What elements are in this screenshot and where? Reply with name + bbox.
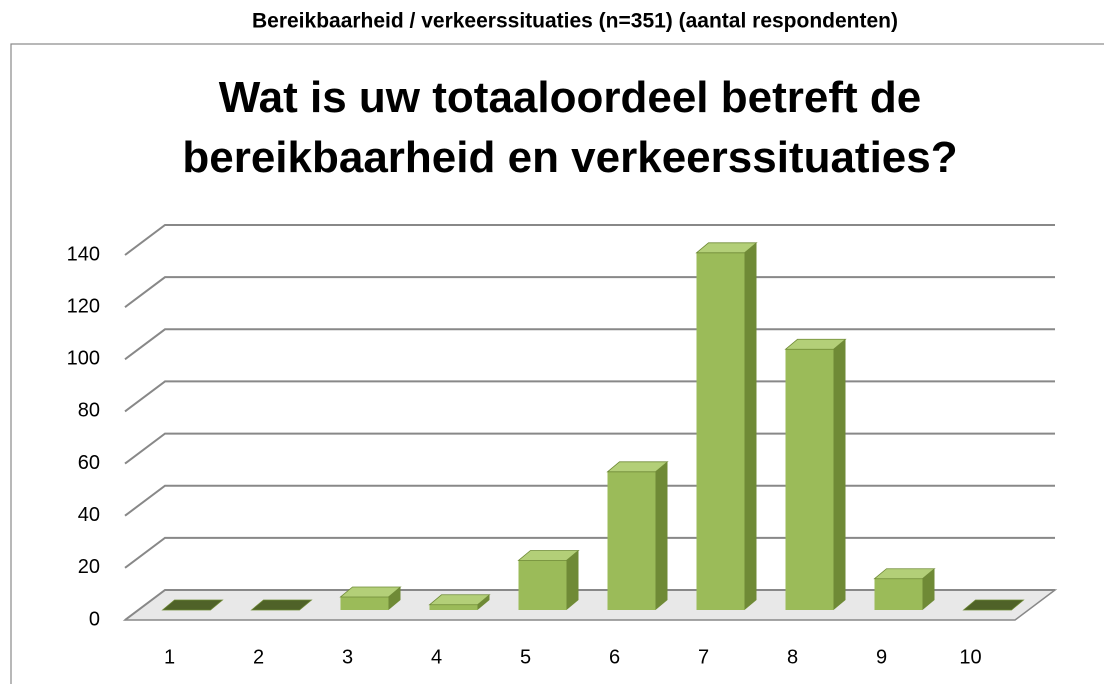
bar-top	[517, 550, 580, 561]
bar	[428, 594, 491, 610]
bar-front	[518, 560, 567, 610]
bar-top	[606, 461, 669, 473]
grid-line	[124, 328, 1055, 361]
bar-side	[388, 586, 401, 610]
grid-line	[124, 276, 1055, 308]
y-tick-label: 60	[78, 452, 100, 474]
bar-front	[340, 596, 389, 610]
grid-line	[124, 380, 1055, 413]
bar	[517, 550, 580, 610]
bar-side	[744, 242, 757, 611]
grid-line	[124, 589, 1055, 621]
bar-front	[429, 604, 478, 610]
x-tick-label: 1	[164, 646, 175, 668]
bar-top	[161, 599, 224, 611]
x-tick-label: 9	[876, 646, 887, 668]
bar-top	[695, 242, 758, 254]
bar-side	[655, 461, 668, 610]
chart-frame	[10, 43, 1104, 689]
chart-title: Wat is uw totaaloordeel betreft de bereik…	[182, 73, 957, 182]
bar	[784, 338, 847, 610]
x-tick-label: 6	[609, 646, 620, 668]
bar	[250, 599, 313, 611]
bar-front	[607, 471, 656, 610]
y-tick-label: 20	[78, 556, 100, 578]
y-tick-label: 140	[67, 243, 100, 265]
grid-line	[124, 484, 1055, 517]
x-tick-label: 4	[431, 646, 442, 668]
y-tick-label: 0	[89, 608, 100, 630]
grid-line	[124, 224, 1055, 256]
bar	[161, 599, 224, 611]
bar-side	[477, 594, 490, 610]
bar-top	[784, 338, 847, 350]
bar-top	[873, 568, 936, 580]
bar	[873, 568, 936, 610]
x-tick-label: 2	[253, 646, 264, 668]
bar-side	[833, 339, 846, 610]
bar-front	[874, 578, 923, 610]
y-tick-label: 80	[78, 400, 100, 422]
bar-top	[428, 594, 491, 606]
grid-line	[124, 432, 1055, 465]
x-tick-label: 8	[787, 646, 798, 668]
bar-front	[696, 252, 745, 611]
y-tick-label: 40	[78, 504, 100, 526]
y-tick-label: 120	[67, 295, 100, 317]
y-tick-label: 100	[67, 348, 100, 370]
grid-line	[124, 536, 1055, 569]
bar-side	[922, 568, 935, 610]
x-tick-label: 5	[520, 646, 531, 668]
bar	[606, 461, 669, 610]
bar-front	[785, 349, 834, 610]
bar-top	[962, 599, 1025, 611]
bar	[695, 242, 758, 611]
x-tick-label: 7	[698, 646, 709, 668]
bar-top	[250, 599, 313, 611]
bar	[962, 599, 1025, 611]
bar-top	[339, 586, 402, 598]
bar	[339, 586, 402, 610]
bar-side	[566, 550, 579, 610]
page-title: Bereikbaarheid / verkeerssituaties (n=35…	[252, 10, 898, 33]
x-tick-label: 10	[959, 646, 981, 668]
x-tick-label: 3	[342, 646, 353, 668]
